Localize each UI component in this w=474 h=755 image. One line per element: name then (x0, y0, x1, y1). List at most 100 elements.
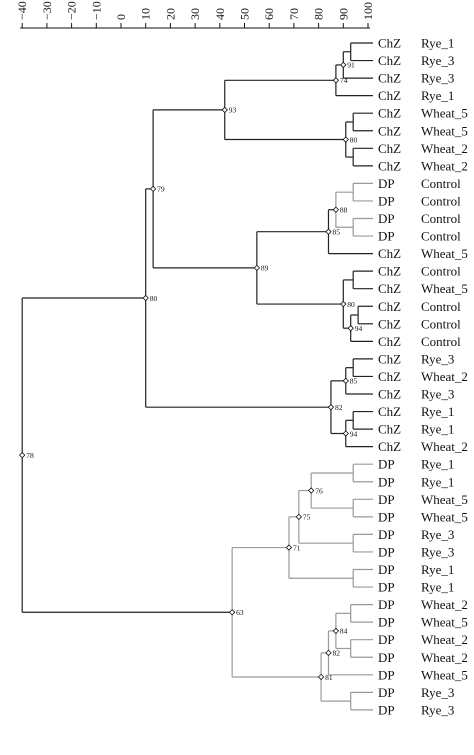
leaf-group-label: DP (378, 632, 395, 647)
leaf-sample-label: Wheat_2 (421, 158, 468, 173)
bootstrap-value: 88 (340, 206, 348, 215)
bootstrap-node-marker (308, 487, 315, 494)
bootstrap-node-marker (295, 513, 303, 521)
leaf-group-label: DP (378, 650, 395, 665)
leaf-sample-label: Wheat_2 (421, 597, 468, 612)
bootstrap-value: 74 (340, 76, 348, 85)
leaf-sample-label: Rye_1 (421, 580, 454, 595)
leaf-group-label: DP (378, 580, 395, 595)
leaf-sample-label: Wheat_5 (421, 106, 468, 121)
leaf-group-label: DP (378, 562, 395, 577)
leaf-sample-label: Wheat_5 (421, 509, 468, 524)
leaf-sample-label: Wheat_5 (421, 246, 468, 261)
axis-tick-label: −30 (40, 1, 54, 20)
tree-branches (21, 42, 373, 711)
bootstrap-node-marker (19, 451, 26, 459)
leaf-group-label: ChZ (378, 299, 401, 314)
bootstrap-node-marker (149, 185, 157, 193)
leaf-sample-label: Wheat_5 (421, 615, 468, 630)
leaf-sample-label: Control (421, 193, 461, 208)
leaf-sample-label: Rye_1 (421, 562, 454, 577)
bootstrap-node-marker (332, 206, 340, 213)
bootstrap-node-marker (253, 264, 261, 272)
leaf-group-label: DP (378, 457, 395, 472)
bootstrap-node-marker (327, 403, 335, 411)
leaf-sample-label: Rye_3 (421, 53, 454, 68)
axis-tick-label: 70 (287, 8, 301, 20)
leaf-group-label: ChZ (378, 422, 401, 437)
leaf-group-label: DP (378, 211, 395, 226)
leaf-sample-label: Wheat_2 (421, 439, 468, 454)
leaf-group-label: ChZ (378, 141, 401, 156)
leaf-group-label: DP (378, 176, 395, 191)
bootstrap-value: 79 (157, 185, 165, 194)
leaf-sample-label: Rye_3 (421, 71, 454, 86)
bootstrap-node-marker (340, 300, 347, 308)
bootstrap-value: 85 (332, 227, 340, 236)
leaf-group-label: DP (378, 474, 395, 489)
leaf-sample-label: Rye_3 (421, 702, 454, 717)
leaf-group-label: ChZ (378, 246, 401, 261)
bootstrap-node-marker (332, 77, 340, 84)
bootstrap-node-marker (342, 377, 349, 385)
bootstrap-node-marker (347, 325, 354, 332)
leaf-group-label: ChZ (378, 71, 401, 86)
bootstrap-value: 82 (332, 649, 340, 658)
leaf-sample-label: Wheat_5 (421, 667, 468, 682)
leaf-sample-label: Control (421, 334, 461, 349)
leaf-group-label: DP (378, 492, 395, 507)
bootstrap-value: 63 (236, 608, 244, 617)
leaf-sample-label: Wheat_2 (421, 632, 468, 647)
leaf-group-label: DP (378, 597, 395, 612)
leaf-sample-label: Rye_3 (421, 544, 454, 559)
leaf-sample-label: Rye_3 (421, 387, 454, 402)
bootstrap-value: 84 (340, 627, 348, 636)
axis-tick-label: −10 (89, 1, 103, 20)
bootstrap-value: 78 (26, 451, 34, 460)
leaf-sample-label: Wheat_2 (421, 650, 468, 665)
leaf-sample-label: Rye_1 (421, 474, 454, 489)
bootstrap-value: 80 (350, 135, 358, 144)
bootstrap-node-marker (317, 673, 325, 681)
leaf-sample-label: Wheat_5 (421, 492, 468, 507)
bootstrap-value: 93 (229, 106, 237, 115)
bootstrap-value: 80 (347, 300, 355, 309)
bootstrap-node-marker (325, 649, 332, 657)
leaf-group-label: ChZ (378, 123, 401, 138)
leaf-group-label: DP (378, 229, 395, 244)
bootstrap-node-marker (342, 136, 349, 143)
leaf-group-label: ChZ (378, 88, 401, 103)
bootstrap-node-marker (340, 61, 347, 69)
leaf-sample-label: Control (421, 211, 461, 226)
bootstrap-value: 71 (293, 543, 301, 552)
leaf-sample-label: Rye_1 (421, 422, 454, 437)
leaf-group-label: ChZ (378, 387, 401, 402)
leaf-sample-label: Control (421, 316, 461, 331)
bootstrap-node-marker (342, 430, 349, 437)
bootstrap-value: 75 (303, 513, 311, 522)
leaf-group-label: DP (378, 193, 395, 208)
bootstrap-value: 81 (325, 673, 333, 682)
bootstrap-node-marker (228, 609, 236, 616)
leaf-sample-label: Control (421, 264, 461, 279)
bootstrap-value: 80 (150, 294, 158, 303)
tree-nodes: 91 74 80 93 88 85 94 80 89 79 85 94 82 80 76 75 71 84 82 81… (19, 61, 363, 682)
leaf-group-label: ChZ (378, 106, 401, 121)
bootstrap-node-marker (142, 294, 149, 302)
leaf-sample-label: Control (421, 299, 461, 314)
axis-tick-label: 10 (139, 8, 153, 20)
leaf-group-label: ChZ (378, 369, 401, 384)
leaf-sample-label: Rye_1 (421, 457, 454, 472)
leaf-group-label: DP (378, 615, 395, 630)
bootstrap-value: 94 (355, 324, 363, 333)
leaf-labels: ChZ Rye_1 ChZ Rye_3 ChZ Rye_3 ChZ Rye_1 ChZ Wheat… (378, 36, 468, 718)
axis-tick-label: 30 (188, 8, 202, 20)
axis-tick-label: 20 (163, 8, 177, 20)
scale-axis: −40 −30 −20 −10 0 10 20 30 40 50 60 70 80 90 100 (15, 1, 375, 29)
bootstrap-value: 89 (261, 264, 269, 273)
leaf-group-label: DP (378, 509, 395, 524)
leaf-group-label: ChZ (378, 439, 401, 454)
leaf-group-label: ChZ (378, 334, 401, 349)
leaf-sample-label: Wheat_2 (421, 141, 468, 156)
